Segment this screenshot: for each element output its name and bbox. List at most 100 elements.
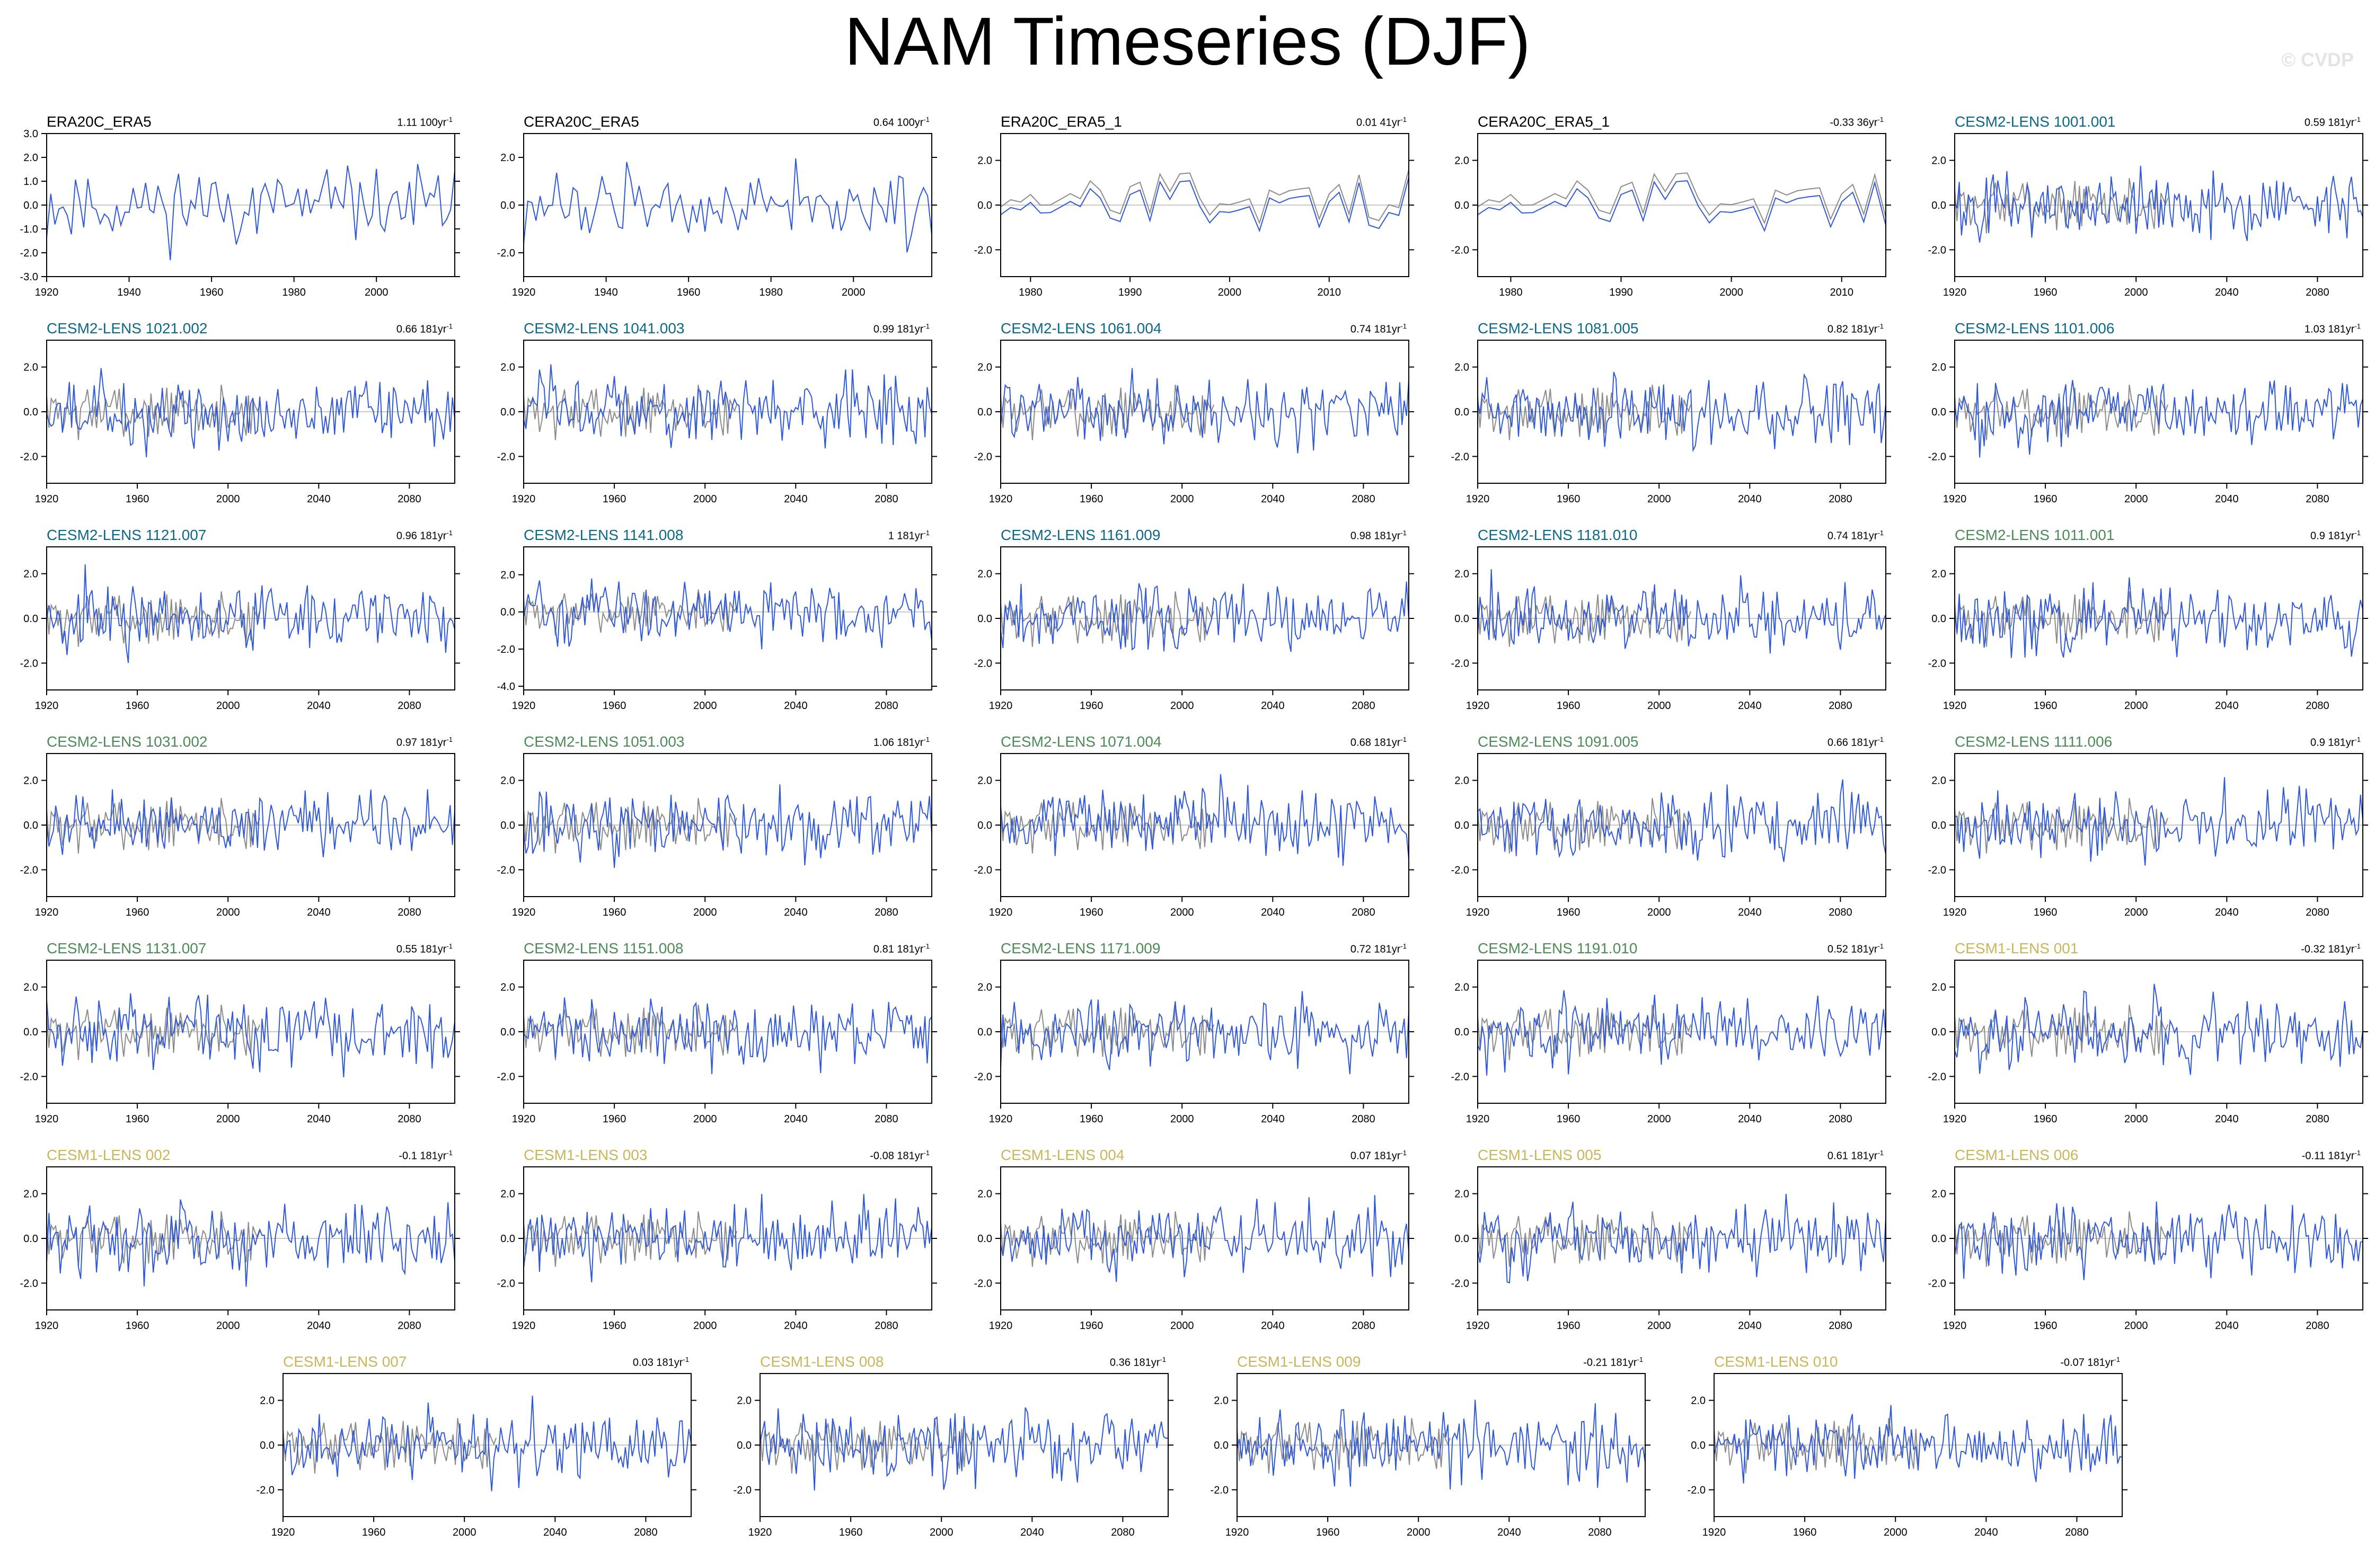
timeseries-panel: 2.0 0.0 -2.0 1920 1960 2000 2040 2080 CESM1-LENS… (1193, 1353, 1659, 1549)
x-tick-label: 1960 (126, 1113, 149, 1125)
x-tick-label: 1920 (748, 1527, 772, 1538)
x-tick-label: 2000 (693, 907, 717, 918)
x-tick-label: 1980 (1499, 287, 1523, 298)
x-tick-label: 1960 (1557, 1320, 1581, 1332)
timeseries-panel: 2.0 0.0 -2.0 1920 1960 2000 2040 2080 CESM2-LENS… (2, 940, 469, 1136)
obs-series-line (46, 591, 261, 647)
x-tick-label: 2000 (216, 1113, 240, 1125)
timeseries-panel: 2.0 0.0 -2.0 -4.0 1920 1960 2000 2040 2080 CESM2-… (479, 527, 946, 723)
trend-label: -0.08 181yr-1 (870, 1149, 930, 1163)
x-tick-label: 1920 (1702, 1527, 1726, 1538)
trend-label: 0.03 181yr-1 (633, 1356, 689, 1369)
trend-value: 0.07 181yr (1350, 1150, 1401, 1162)
y-tick-label: -3.0 (20, 271, 38, 283)
series-line (1477, 371, 1886, 453)
series-line (46, 1199, 455, 1287)
panel-title: CESM2-LENS 1081.005 (1478, 320, 1639, 336)
x-tick-label: 1960 (2034, 493, 2058, 505)
x-tick-label: 1920 (989, 700, 1013, 712)
panel-title: CESM2-LENS 1181.010 (1478, 527, 1638, 543)
panel-title: CESM1-LENS 008 (760, 1353, 884, 1370)
timeseries-plot: 2.0 0.0 -2.0 1920 1960 2000 2040 2080 (1688, 1373, 2127, 1538)
x-tick-label: 1920 (1943, 907, 1967, 918)
x-tick-label: 1920 (1466, 700, 1490, 712)
trend-value: -0.1 181yr (399, 1150, 447, 1162)
x-tick-label: 1960 (1080, 907, 1103, 918)
x-tick-label: 1960 (2034, 700, 2058, 712)
x-tick-label: 1980 (1019, 287, 1043, 298)
x-tick-label: 1920 (35, 907, 59, 918)
y-tick-label: 2.0 (1931, 982, 1946, 994)
y-tick-label: 2.0 (500, 362, 515, 374)
y-tick-label: -2.0 (1451, 864, 1469, 876)
panel-title: CESM1-LENS 005 (1478, 1147, 1602, 1163)
trend-exponent: -1 (1400, 116, 1407, 123)
trend-value: 1.03 181yr (2304, 323, 2355, 335)
x-tick-label: 2080 (2306, 907, 2329, 918)
trend-label: -0.11 181yr-1 (2302, 1149, 2361, 1163)
timeseries-panel: 2.0 0.0 -2.0 1920 1960 2000 2040 2080 CESM2-LENS… (1910, 527, 2375, 723)
watermark: © CVDP (2281, 49, 2354, 70)
trend-exponent: -1 (1400, 322, 1407, 330)
timeseries-panel: 2.0 0.0 -2.0 1920 1960 2000 2040 2080 CESM1-LENS… (239, 1353, 705, 1549)
y-tick-label: -2.0 (1928, 1071, 1946, 1083)
x-tick-label: 2000 (365, 287, 389, 298)
timeseries-plot: 2.0 0.0 -2.0 1920 1960 2000 2040 2080 (1928, 960, 2368, 1125)
obs-series-line (1237, 1418, 1451, 1474)
panel-title: CERA20C_ERA5 (524, 113, 639, 130)
y-tick-label: 2.0 (23, 152, 38, 164)
x-tick-label: 2040 (2215, 907, 2239, 918)
trend-value: 0.59 181yr (2304, 117, 2355, 129)
panel-title: CERA20C_ERA5_1 (1478, 113, 1610, 130)
series-line (1954, 984, 2363, 1075)
panel-title: CESM2-LENS 1101.006 (1955, 320, 2115, 336)
series-line (46, 564, 455, 663)
x-tick-label: 1960 (1080, 493, 1103, 505)
x-tick-label: 2040 (1261, 700, 1285, 712)
x-tick-label: 2080 (398, 907, 421, 918)
series-line (523, 578, 932, 650)
y-tick-label: 2.0 (1454, 775, 1469, 787)
x-tick-label: 2080 (1352, 700, 1375, 712)
x-tick-label: 2040 (1974, 1527, 1998, 1538)
obs-series-line (1000, 169, 1409, 225)
y-tick-label: -4.0 (497, 681, 515, 693)
trend-exponent: -1 (446, 116, 453, 123)
timeseries-panel: 3.0 2.0 1.0 0.0 -1.0 -2.0 -3.0 1920 1940 1960 1980… (2, 113, 469, 309)
y-tick-label: 0.0 (1931, 820, 1946, 831)
timeseries-panel: 2.0 0.0 -2.0 1980 1990 2000 2010 ERA20C_ERA5_1 0… (956, 113, 1423, 309)
x-tick-label: 2000 (693, 700, 717, 712)
x-tick-label: 2000 (2124, 287, 2148, 298)
panel-title: CESM1-LENS 001 (1955, 940, 2079, 956)
y-tick-label: 2.0 (977, 569, 992, 580)
panel-title: CESM2-LENS 1011.001 (1955, 527, 2115, 543)
x-tick-label: 1960 (2034, 1113, 2058, 1125)
y-tick-label: 2.0 (1931, 569, 1946, 580)
timeseries-panel: 2.0 0.0 -2.0 1920 1960 2000 2040 2080 CESM2-LENS… (2, 733, 469, 929)
series-line (523, 158, 932, 253)
x-tick-label: 2040 (1020, 1527, 1044, 1538)
series-line (46, 993, 455, 1077)
trend-exponent: -1 (923, 322, 930, 330)
y-tick-label: 0.0 (1454, 1026, 1469, 1038)
trend-exponent: -1 (446, 942, 453, 950)
trend-exponent: -1 (683, 1356, 689, 1363)
y-tick-label: -1.0 (20, 224, 38, 235)
y-tick-label: 2.0 (23, 569, 38, 580)
trend-label: 0.74 181yr-1 (1350, 322, 1407, 336)
y-tick-label: -2.0 (974, 451, 992, 463)
panel-title: CESM2-LENS 1071.004 (1001, 733, 1162, 750)
timeseries-panel: 2.0 0.0 -2.0 1920 1960 2000 2040 2080 CESM2-LENS… (1433, 527, 1900, 723)
x-tick-label: 2080 (1829, 907, 1852, 918)
obs-series-line (523, 1211, 738, 1267)
x-tick-label: 1920 (989, 1320, 1013, 1332)
x-tick-label: 2040 (2215, 493, 2239, 505)
obs-series-line (1477, 798, 1692, 854)
y-tick-label: -2.0 (1451, 658, 1469, 669)
y-tick-label: 2.0 (977, 775, 992, 787)
timeseries-plot: 2.0 0.0 -2.0 1920 1960 2000 2040 2080 (974, 753, 1414, 918)
trend-exponent: -1 (1877, 736, 1884, 743)
trend-exponent: -1 (923, 736, 930, 743)
trend-value: -0.21 181yr (1583, 1357, 1637, 1369)
trend-label: 0.36 181yr-1 (1110, 1356, 1166, 1369)
